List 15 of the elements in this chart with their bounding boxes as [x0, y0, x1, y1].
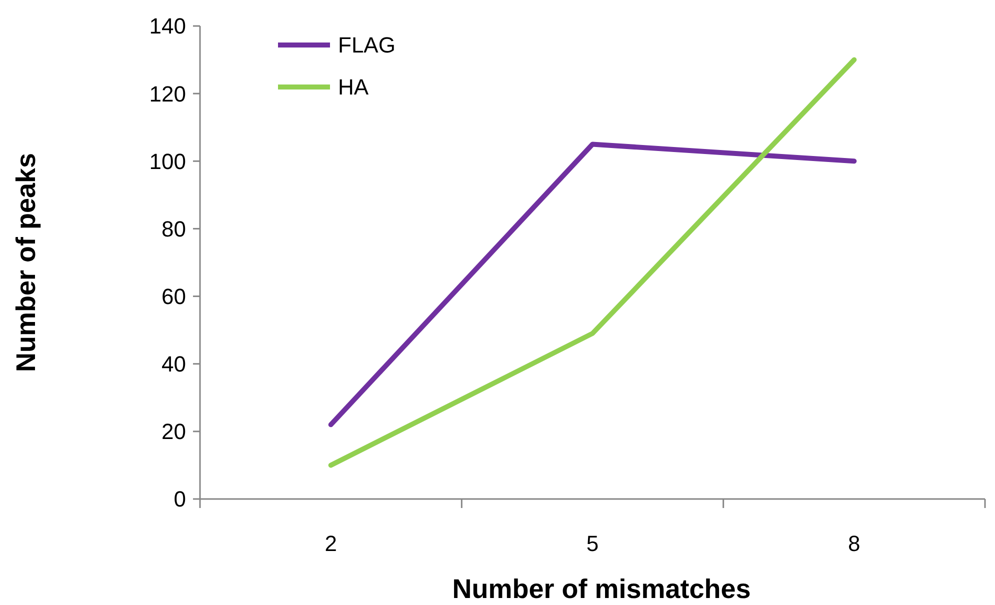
y-tick-label: 140 — [149, 14, 186, 39]
x-tick-label: 8 — [848, 531, 860, 556]
x-axis-title: Number of mismatches — [452, 574, 751, 604]
y-axis-title: Number of peaks — [11, 152, 41, 372]
y-tick-label: 40 — [162, 352, 186, 377]
y-tick-label: 120 — [149, 81, 186, 106]
y-tick-label: 100 — [149, 148, 186, 174]
y-tick-label: 80 — [162, 216, 186, 242]
x-tick-label: 2 — [324, 531, 337, 556]
y-tick-label: 20 — [162, 419, 186, 444]
y-tick-label: 0 — [174, 486, 186, 512]
y-tick-label: 60 — [162, 284, 186, 309]
x-tick-label: 5 — [586, 531, 599, 556]
legend-label: HA — [338, 74, 369, 100]
legend-label: FLAG — [338, 32, 396, 58]
